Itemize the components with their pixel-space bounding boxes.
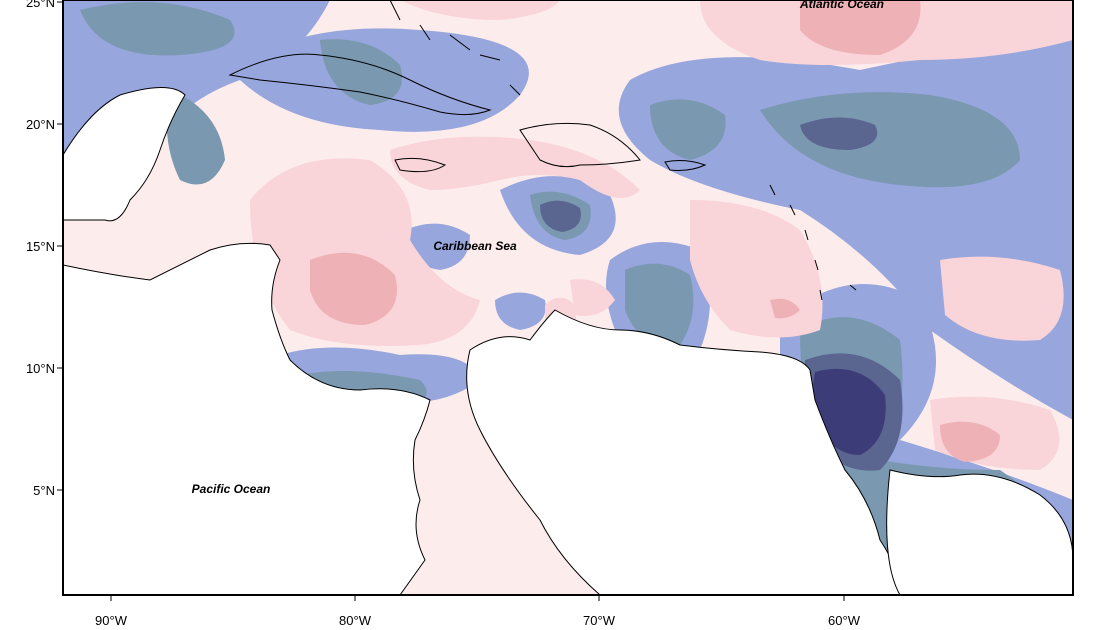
- blob-venezuela-steel: [625, 263, 694, 346]
- blob-north-pink: [400, 0, 560, 20]
- lon-label-90: 90°W: [95, 613, 128, 628]
- blob-atlantic-steel: [760, 92, 1020, 188]
- blob-nw-steel: [80, 2, 235, 56]
- lat-label-15: 15°N: [26, 239, 55, 254]
- lon-label-70: 70°W: [583, 613, 616, 628]
- cuba-coast: [228, 53, 492, 116]
- core-central: [540, 200, 581, 232]
- blob-east-atlantic-pink: [940, 256, 1064, 341]
- lon-axis: 90°W 80°W 70°W 60°W: [95, 595, 861, 628]
- blob-carib-center-pink: [390, 136, 640, 198]
- hispaniola-coast: [519, 122, 641, 168]
- south-america-land: [466, 309, 901, 595]
- islands: [228, 0, 857, 301]
- pacific-ocean-label: Pacific Ocean: [192, 482, 271, 496]
- puerto-rico-coast: [664, 160, 707, 171]
- central-america-land: [63, 242, 431, 595]
- blob-small-blue: [495, 292, 546, 330]
- caribbean-sea-label: Caribbean Sea: [433, 239, 517, 253]
- yucatan-land: [63, 87, 186, 222]
- core-orinoco-inner: [813, 368, 886, 455]
- blob-yucatan-steel: [166, 90, 225, 185]
- jamaica-coast: [394, 157, 447, 173]
- core-carib-west: [310, 252, 397, 325]
- lat-label-20: 20°N: [26, 117, 55, 132]
- atlantic-ocean-label: Atlantic Ocean: [799, 0, 884, 11]
- lon-label-60: 60°W: [828, 613, 861, 628]
- core-atlantic: [800, 117, 878, 150]
- core-se-atlantic: [940, 421, 1000, 462]
- blob-carib-west-pink: [250, 158, 480, 346]
- blob-colombia-pink: [570, 279, 615, 316]
- lon-label-80: 80°W: [339, 613, 372, 628]
- land: [63, 87, 1073, 595]
- blob-cuba-steel: [320, 39, 402, 105]
- core-antilles: [770, 298, 800, 319]
- lat-axis: 25°N 20°N 15°N 10°N 5°N: [26, 0, 63, 498]
- core-north-atlantic: [800, 0, 921, 55]
- lat-label-5: 5°N: [33, 483, 55, 498]
- bahamas-coast: [389, 0, 521, 96]
- map-frame: [62, 0, 1074, 596]
- blob-east-steel: [650, 99, 726, 160]
- positive-cores: [310, 0, 1000, 462]
- lat-label-10: 10°N: [26, 361, 55, 376]
- lat-label-25: 25°N: [26, 0, 55, 10]
- guiana-land: [886, 469, 1073, 595]
- lesser-antilles-coast: [769, 184, 857, 301]
